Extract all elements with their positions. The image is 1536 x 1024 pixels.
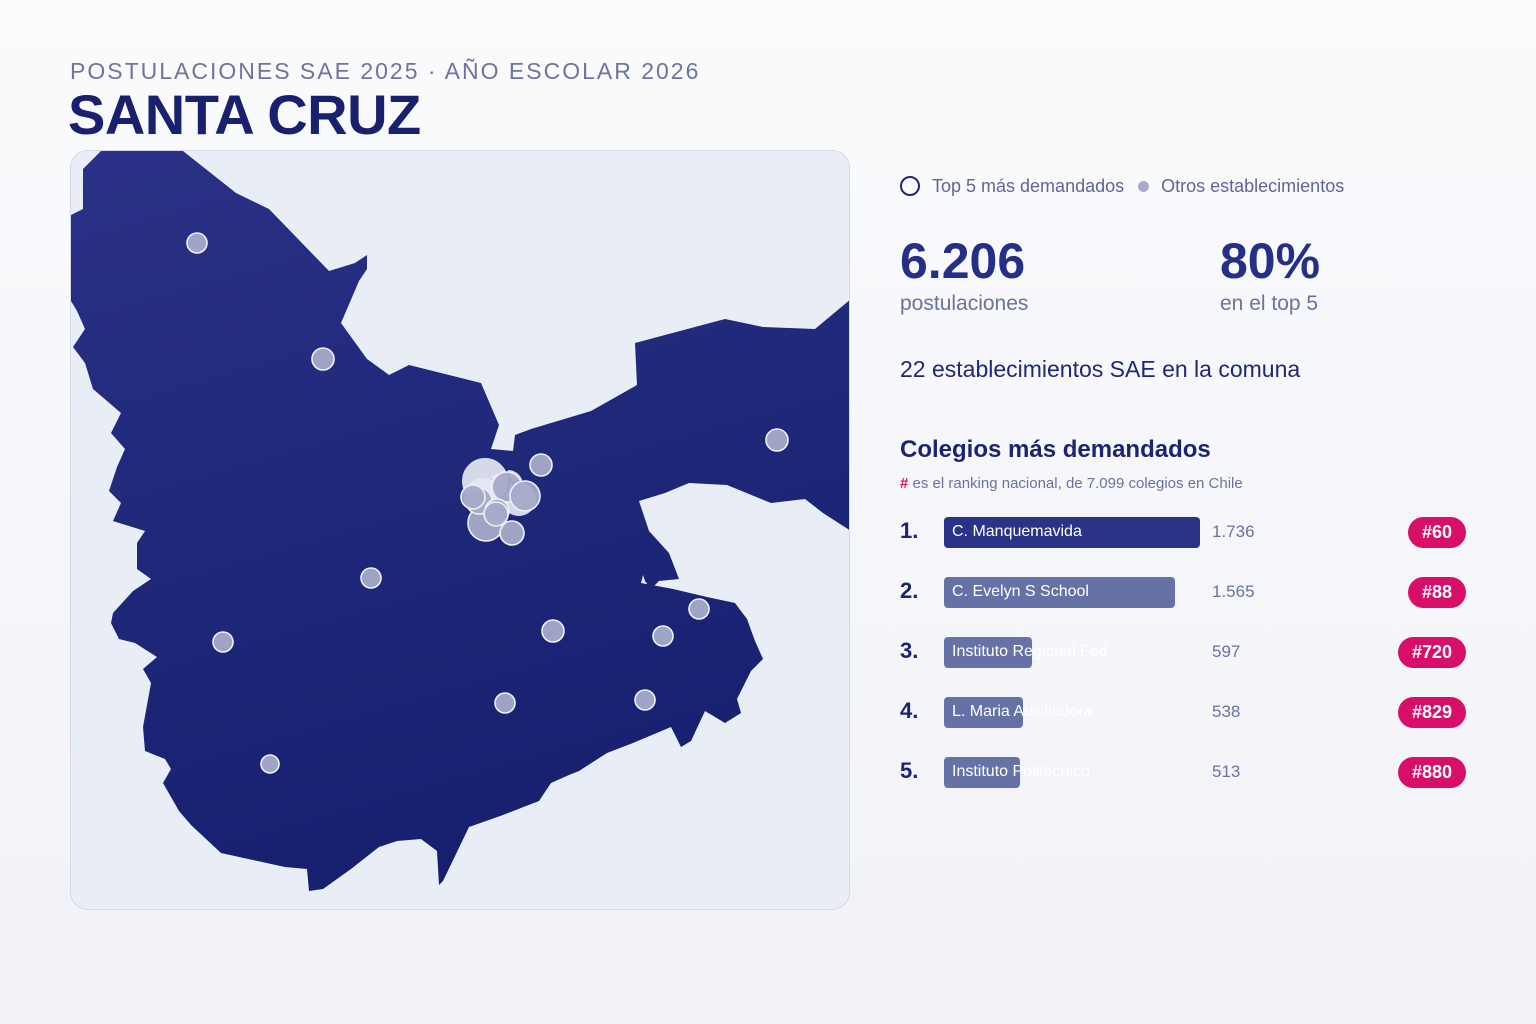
rank-bar [944, 577, 1175, 608]
school-name: C. Evelyn S School [952, 583, 1089, 600]
map-svg [71, 151, 849, 891]
application-count: 538 [1212, 702, 1241, 721]
ranking-note-text: es el ranking nacional, de 7.099 colegio… [908, 475, 1243, 492]
page-subtitle: POSTULACIONES SAE 2025 · AÑO ESCOLAR 202… [70, 58, 701, 84]
map-legend: Top 5 más demandados Otros establecimien… [900, 174, 1344, 198]
school-name: C. Manquemavida [952, 523, 1082, 540]
ranking-note: # es el ranking nacional, de 7.099 coleg… [900, 475, 1243, 492]
establishment-dot[interactable] [529, 453, 553, 477]
ranking-title: Colegios más demandados [900, 436, 1211, 463]
school-name: Instituto Regional Fed [952, 643, 1108, 660]
establishment-dot[interactable] [652, 625, 674, 647]
ranking-row-2[interactable]: 2. C. Evelyn S School 1.565 #88 [900, 576, 1470, 610]
page-title: SANTA CRUZ [68, 83, 421, 146]
establishment-dot[interactable] [186, 232, 208, 254]
ranking-row-4[interactable]: 4. L. Maria Auxiliadora 538 #829 [900, 696, 1470, 730]
rank-number: 1. [900, 518, 919, 543]
other-dot-icon [1138, 180, 1150, 192]
school-name: Instituto Politecnico [952, 763, 1090, 780]
applications-value: 6.206 [900, 233, 1026, 289]
legend-others-label: Otros establecimientos [1161, 175, 1345, 196]
national-rank-badge: #829 [1397, 697, 1466, 728]
application-count: 513 [1212, 762, 1241, 781]
establishment-dots [186, 232, 789, 774]
establishment-dot[interactable] [483, 501, 509, 527]
ranking-note-hash: # [900, 475, 909, 492]
establishment-dot[interactable] [460, 484, 486, 510]
national-rank-badge: #880 [1397, 757, 1466, 788]
rank-bar [944, 637, 1032, 668]
top5-ring-icon [900, 176, 920, 196]
rank-number: 2. [900, 578, 919, 603]
establishment-dot[interactable] [494, 692, 516, 714]
ranking-row-3[interactable]: 3. Instituto Regional Fed 597 #720 [900, 636, 1470, 670]
legend-top5-label: Top 5 más demandados [932, 175, 1125, 196]
ranking-row-5[interactable]: 5. Instituto Politecnico 513 #880 [900, 756, 1470, 790]
establishment-dot[interactable] [311, 347, 335, 371]
rank-bar [944, 697, 1023, 728]
establishment-dot[interactable] [541, 619, 565, 643]
top5-share-label: en el top 5 [1220, 292, 1319, 315]
rank-bar [944, 517, 1200, 548]
application-count: 1.565 [1212, 582, 1255, 601]
application-count: 1.736 [1212, 522, 1255, 541]
commune-map[interactable] [70, 150, 850, 910]
application-count: 597 [1212, 642, 1241, 661]
establishment-dot[interactable] [260, 754, 280, 774]
rank-number: 5. [900, 758, 919, 783]
rank-bar [944, 757, 1020, 788]
school-name: L. Maria Auxiliadora [952, 703, 1093, 720]
establishment-dot[interactable] [688, 598, 710, 620]
national-rank-badge: #88 [1407, 577, 1466, 608]
establishment-dot[interactable] [360, 567, 382, 589]
establishment-dot[interactable] [634, 689, 656, 711]
establishment-dot[interactable] [765, 428, 789, 452]
establishment-dot[interactable] [212, 631, 234, 653]
national-rank-badge: #720 [1397, 637, 1466, 668]
applications-label: postulaciones [900, 292, 1029, 315]
top5-share-value: 80% [1220, 233, 1321, 289]
rank-number: 3. [900, 638, 919, 663]
establishment-dot[interactable] [499, 520, 525, 546]
ranking-row-1[interactable]: 1. C. Manquemavida 1.736 #60 [900, 516, 1470, 550]
rank-number: 4. [900, 698, 919, 723]
establishments-count: 22 establecimientos SAE en la comuna [900, 356, 1301, 382]
national-rank-badge: #60 [1407, 517, 1466, 548]
commune-territory [71, 151, 849, 891]
establishment-dot[interactable] [509, 480, 541, 512]
